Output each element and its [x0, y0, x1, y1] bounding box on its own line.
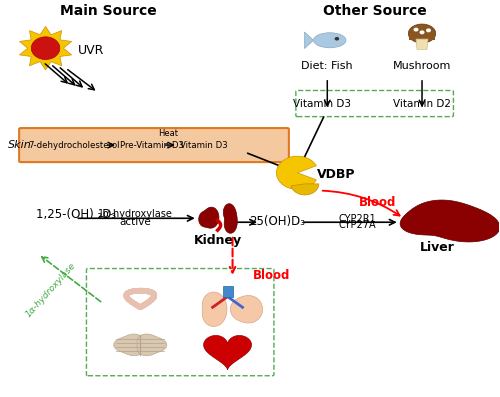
Text: Liver: Liver — [420, 241, 454, 254]
Ellipse shape — [314, 33, 346, 48]
Bar — [222, 285, 232, 297]
Text: Kidney: Kidney — [194, 233, 242, 247]
Text: Pre-Vitamin D3: Pre-Vitamin D3 — [120, 141, 184, 150]
Circle shape — [32, 37, 60, 60]
Polygon shape — [230, 295, 262, 323]
Text: Mushroom: Mushroom — [393, 61, 451, 71]
Text: 25(OH)D₃: 25(OH)D₃ — [250, 214, 306, 227]
Text: Vitamin D3: Vitamin D3 — [294, 98, 352, 108]
Polygon shape — [137, 334, 167, 356]
Circle shape — [334, 37, 339, 40]
Wedge shape — [291, 184, 319, 195]
Text: Other Source: Other Source — [323, 4, 426, 17]
Polygon shape — [400, 200, 500, 242]
Bar — [408, 31, 436, 40]
Polygon shape — [198, 207, 219, 228]
Text: Vitamin D2: Vitamin D2 — [393, 98, 451, 108]
Text: Main Source: Main Source — [60, 4, 156, 17]
FancyBboxPatch shape — [19, 128, 289, 162]
Text: VDBP: VDBP — [318, 168, 356, 181]
Text: 1,25-(OH) ₂D₃: 1,25-(OH) ₂D₃ — [36, 208, 116, 221]
Text: 1α-hydroxylase: 1α-hydroxylase — [24, 260, 78, 318]
Text: 1α-hydroxylase: 1α-hydroxylase — [98, 209, 173, 219]
Circle shape — [426, 29, 431, 32]
Polygon shape — [224, 204, 237, 233]
Text: Vitamin D3: Vitamin D3 — [180, 141, 228, 150]
FancyBboxPatch shape — [296, 91, 454, 117]
Ellipse shape — [408, 24, 436, 43]
Text: Blood: Blood — [358, 196, 396, 209]
Text: Diet: Fish: Diet: Fish — [302, 61, 353, 71]
Polygon shape — [416, 39, 428, 49]
Circle shape — [414, 28, 418, 31]
Text: CYP27A: CYP27A — [338, 220, 376, 230]
Wedge shape — [276, 156, 316, 189]
Text: active: active — [120, 217, 151, 227]
FancyBboxPatch shape — [86, 268, 274, 376]
Polygon shape — [304, 32, 314, 48]
Polygon shape — [20, 27, 72, 70]
Text: Heat: Heat — [158, 129, 178, 139]
Polygon shape — [202, 292, 227, 326]
Text: UVR: UVR — [78, 44, 104, 57]
Text: 7-dehydrocholesterol: 7-dehydrocholesterol — [28, 141, 120, 150]
Circle shape — [420, 30, 424, 34]
Polygon shape — [204, 335, 252, 370]
Text: Blood: Blood — [252, 269, 290, 282]
Polygon shape — [114, 334, 144, 356]
Text: CYP2R1: CYP2R1 — [338, 214, 376, 224]
Text: Skin: Skin — [8, 140, 32, 150]
